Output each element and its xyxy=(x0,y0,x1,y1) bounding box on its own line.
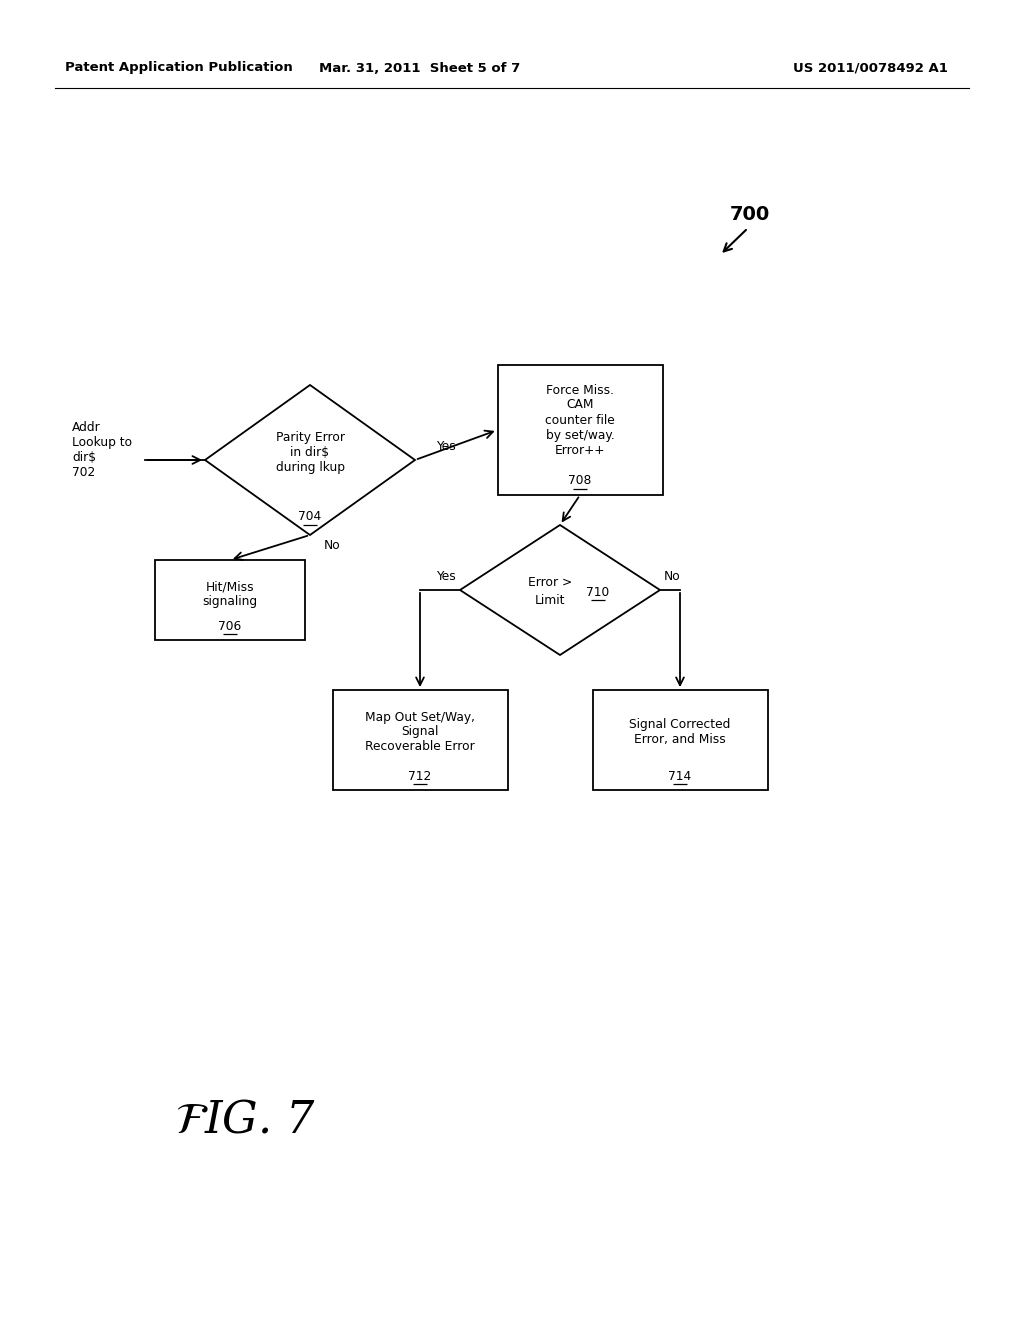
Text: Addr
Lookup to
dir$
702: Addr Lookup to dir$ 702 xyxy=(72,421,132,479)
Text: Patent Application Publication: Patent Application Publication xyxy=(65,62,293,74)
Text: Mar. 31, 2011  Sheet 5 of 7: Mar. 31, 2011 Sheet 5 of 7 xyxy=(319,62,520,74)
Text: Yes: Yes xyxy=(436,570,456,583)
Bar xyxy=(593,690,768,789)
Text: 710: 710 xyxy=(587,586,609,598)
Text: No: No xyxy=(324,539,341,552)
Text: 708: 708 xyxy=(568,474,592,487)
Text: 704: 704 xyxy=(298,511,322,524)
Text: 714: 714 xyxy=(669,770,691,783)
Text: Map Out Set/Way,
Signal
Recoverable Error: Map Out Set/Way, Signal Recoverable Erro… xyxy=(365,710,475,754)
Text: Error >: Error > xyxy=(528,576,572,589)
Text: $\mathcal{F}$IG. 7: $\mathcal{F}$IG. 7 xyxy=(175,1098,315,1142)
Bar xyxy=(333,690,508,789)
Text: 700: 700 xyxy=(730,206,770,224)
Bar xyxy=(155,560,305,640)
Text: Signal Corrected
Error, and Miss: Signal Corrected Error, and Miss xyxy=(630,718,731,746)
Text: 712: 712 xyxy=(409,770,432,783)
Polygon shape xyxy=(460,525,660,655)
Text: Limit: Limit xyxy=(535,594,565,606)
Polygon shape xyxy=(205,385,415,535)
Text: Yes: Yes xyxy=(436,440,456,453)
Text: No: No xyxy=(664,570,681,583)
Text: Hit/Miss
signaling: Hit/Miss signaling xyxy=(203,579,258,609)
Text: Force Miss.
CAM
counter file
by set/way.
Error++: Force Miss. CAM counter file by set/way.… xyxy=(545,384,614,457)
Bar xyxy=(498,366,663,495)
Text: US 2011/0078492 A1: US 2011/0078492 A1 xyxy=(793,62,947,74)
Text: 706: 706 xyxy=(218,619,242,632)
Text: Parity Error
in dir$
during lkup: Parity Error in dir$ during lkup xyxy=(275,430,344,474)
